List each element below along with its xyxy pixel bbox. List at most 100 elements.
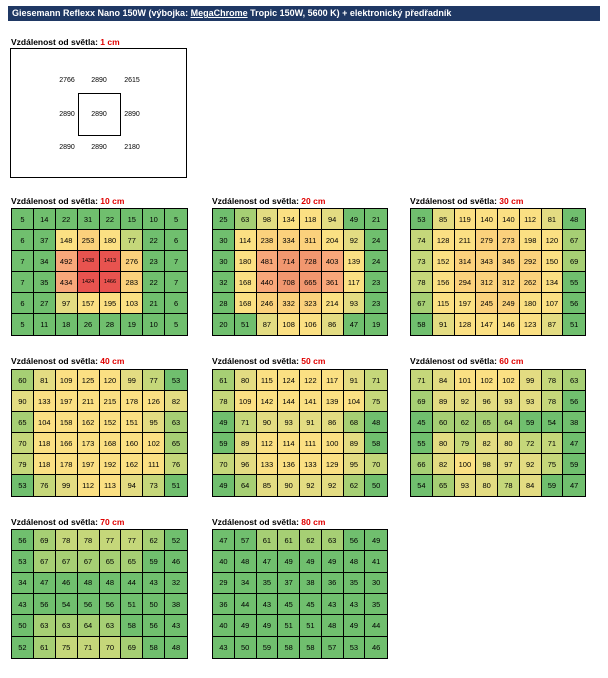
grid-cell: 215 bbox=[99, 391, 122, 412]
grid-cell: 91 bbox=[432, 314, 455, 335]
grid-cell: 49 bbox=[343, 615, 366, 637]
grid-cell: 58 bbox=[300, 636, 322, 658]
grid-cell: 53 bbox=[411, 209, 433, 230]
grid-cell: 91 bbox=[300, 412, 322, 433]
grid-cell: 58 bbox=[143, 636, 166, 658]
grid-cell: 10 bbox=[143, 209, 166, 230]
grid-cell: 78 bbox=[213, 391, 235, 412]
grid-cell: 69 bbox=[33, 530, 56, 552]
grid-cell: 37 bbox=[278, 572, 300, 594]
grid-cell: 48 bbox=[343, 551, 366, 573]
grid-cell: 58 bbox=[121, 615, 144, 637]
grid-cell: 37 bbox=[33, 230, 56, 251]
grid-cell: 61 bbox=[256, 530, 279, 552]
grid-cell: 59 bbox=[519, 412, 542, 433]
grid-cell: 111 bbox=[300, 433, 322, 454]
grid-cell: 89 bbox=[343, 433, 366, 454]
grid-cell: 481 bbox=[256, 251, 279, 272]
grid-cell: 107 bbox=[541, 293, 564, 314]
grid-cell: 69 bbox=[411, 391, 433, 412]
grid-cell: 117 bbox=[321, 370, 344, 391]
grid-cell: 22 bbox=[55, 209, 78, 230]
grid-cell: 61 bbox=[278, 530, 300, 552]
grid-cell: 26 bbox=[77, 314, 100, 335]
light-grid: 5 14 22 31 22 15 10 5 6 37 148 253 180 77 22 6 7 34 492 143… bbox=[11, 208, 188, 336]
grid-label: Vzdálenost od světla: 70 cm bbox=[11, 517, 124, 527]
title-text-pre: Giesemann Reflexx Nano 150W (výbojka: bbox=[12, 8, 191, 18]
grid-cell: 58 bbox=[411, 314, 433, 335]
value-1cm: 2890 bbox=[59, 144, 75, 151]
label-prefix: Vzdálenost od světla: bbox=[410, 196, 500, 206]
grid-cell: 47 bbox=[563, 475, 585, 496]
label-prefix: Vzdálenost od světla: bbox=[11, 517, 101, 527]
grid-cell: 6 bbox=[165, 230, 187, 251]
grid-cell: 156 bbox=[432, 272, 455, 293]
grid-cell: 59 bbox=[256, 636, 279, 658]
label-distance-value: 1 cm bbox=[100, 37, 120, 47]
grid-cell: 113 bbox=[99, 475, 122, 496]
grid-cell: 30 bbox=[365, 572, 387, 594]
grid-cell: 89 bbox=[234, 433, 257, 454]
grid-cell: 139 bbox=[343, 251, 366, 272]
grid-cell: 56 bbox=[143, 615, 166, 637]
grid-cell: 5 bbox=[165, 314, 187, 335]
grid-cell: 98 bbox=[256, 209, 279, 230]
grid-cell: 128 bbox=[432, 230, 455, 251]
grid-cell: 57 bbox=[321, 636, 344, 658]
grid-cell: 49 bbox=[213, 475, 235, 496]
label-prefix: Vzdálenost od světla: bbox=[11, 196, 101, 206]
grid-cell: 76 bbox=[165, 454, 187, 475]
grid-cell: 279 bbox=[476, 230, 498, 251]
light-grid: 47 57 61 61 62 63 56 49 40 48 47 49 49 49 48 41 29 34 35 37… bbox=[212, 529, 388, 659]
grid-cell: 47 bbox=[33, 572, 56, 594]
grid-cell: 136 bbox=[278, 454, 300, 475]
grid-cell: 283 bbox=[121, 272, 144, 293]
grid-cell: 54 bbox=[55, 594, 78, 616]
grid-cell: 19 bbox=[365, 314, 387, 335]
grid-cell: 90 bbox=[256, 412, 279, 433]
grid-label: Vzdálenost od světla: 60 cm bbox=[410, 356, 523, 366]
grid-cell: 87 bbox=[541, 314, 564, 335]
grid-cell: 72 bbox=[519, 433, 542, 454]
label-prefix: Vzdálenost od světla: bbox=[212, 517, 302, 527]
grid-cell: 86 bbox=[321, 314, 344, 335]
label-distance-value: 80 cm bbox=[301, 517, 326, 527]
grid-cell: 64 bbox=[234, 475, 257, 496]
grid-cell: 57 bbox=[234, 530, 257, 552]
grid-cell: 62 bbox=[454, 412, 477, 433]
grid-cell: 99 bbox=[55, 475, 78, 496]
grid-cell: 119 bbox=[454, 209, 477, 230]
grid-cell: 51 bbox=[234, 314, 257, 335]
grid-cell: 48 bbox=[365, 412, 387, 433]
grid-cell: 49 bbox=[234, 615, 257, 637]
title-link[interactable]: MegaChrome bbox=[190, 8, 248, 18]
grid-cell: 93 bbox=[498, 391, 520, 412]
grid-cell: 94 bbox=[321, 209, 344, 230]
grid-cell: 49 bbox=[300, 551, 322, 573]
grid-cell: 69 bbox=[121, 636, 144, 658]
grid-cell: 60 bbox=[12, 370, 34, 391]
grid-cell: 20 bbox=[213, 314, 235, 335]
grid-cell: 32 bbox=[213, 272, 235, 293]
grid-cell: 211 bbox=[454, 230, 477, 251]
grid-cell: 59 bbox=[541, 475, 564, 496]
grid-cell: 67 bbox=[411, 293, 433, 314]
grid-cell: 35 bbox=[343, 572, 366, 594]
grid-cell: 104 bbox=[343, 391, 366, 412]
grid-label: Vzdálenost od světla: 10 cm bbox=[11, 196, 124, 206]
grid-cell: 708 bbox=[278, 272, 300, 293]
grid-cell: 78 bbox=[411, 272, 433, 293]
grid-cell: 166 bbox=[55, 433, 78, 454]
grid-cell: 11 bbox=[33, 314, 56, 335]
grid-cell: 99 bbox=[121, 370, 144, 391]
grid-cell: 71 bbox=[541, 433, 564, 454]
grid-cell: 81 bbox=[541, 209, 564, 230]
grid-cell: 115 bbox=[432, 293, 455, 314]
label-distance-value: 60 cm bbox=[499, 356, 524, 366]
grid-cell: 19 bbox=[121, 314, 144, 335]
grid-cell: 312 bbox=[476, 272, 498, 293]
grid-cell: 312 bbox=[498, 272, 520, 293]
grid-cell: 140 bbox=[476, 209, 498, 230]
grid-cell: 314 bbox=[454, 251, 477, 272]
grid-cell: 48 bbox=[99, 572, 122, 594]
